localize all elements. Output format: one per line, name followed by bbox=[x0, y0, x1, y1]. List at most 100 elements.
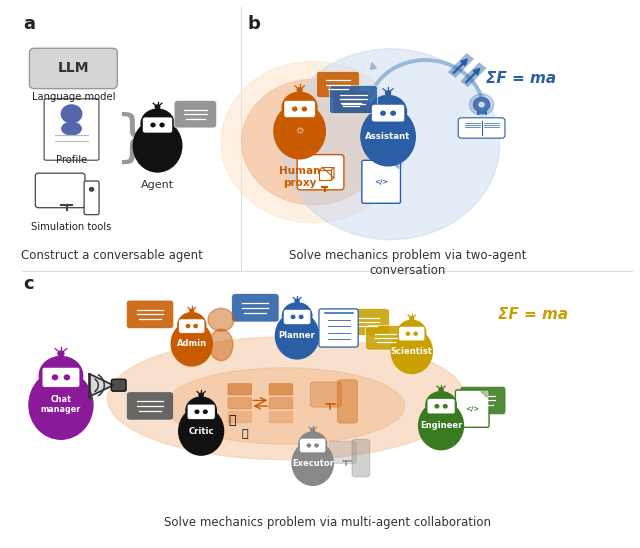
FancyBboxPatch shape bbox=[319, 309, 358, 347]
Circle shape bbox=[479, 102, 484, 107]
Ellipse shape bbox=[133, 120, 182, 172]
Circle shape bbox=[282, 303, 312, 329]
FancyBboxPatch shape bbox=[126, 300, 173, 328]
Circle shape bbox=[64, 375, 70, 380]
Circle shape bbox=[204, 410, 207, 413]
Circle shape bbox=[414, 332, 417, 335]
Text: Language model: Language model bbox=[31, 92, 115, 102]
Text: }: } bbox=[114, 112, 149, 166]
Circle shape bbox=[474, 98, 490, 112]
Ellipse shape bbox=[274, 104, 325, 159]
Ellipse shape bbox=[391, 329, 433, 374]
Text: Solve mechanics problem via two-agent
conversation: Solve mechanics problem via two-agent co… bbox=[289, 249, 527, 277]
FancyBboxPatch shape bbox=[297, 155, 344, 190]
Circle shape bbox=[398, 320, 426, 345]
Text: Assistant: Assistant bbox=[365, 132, 411, 141]
Circle shape bbox=[160, 123, 164, 127]
Circle shape bbox=[141, 109, 174, 138]
Circle shape bbox=[151, 123, 155, 127]
Circle shape bbox=[186, 324, 189, 328]
Text: Executor: Executor bbox=[292, 459, 333, 467]
FancyBboxPatch shape bbox=[228, 412, 252, 423]
Ellipse shape bbox=[275, 312, 319, 359]
Ellipse shape bbox=[361, 107, 415, 166]
Text: Human
proxy: Human proxy bbox=[279, 166, 321, 188]
FancyBboxPatch shape bbox=[284, 101, 315, 117]
FancyBboxPatch shape bbox=[29, 48, 117, 89]
Ellipse shape bbox=[419, 402, 463, 450]
FancyBboxPatch shape bbox=[316, 71, 360, 98]
FancyBboxPatch shape bbox=[143, 117, 172, 133]
FancyBboxPatch shape bbox=[269, 384, 292, 395]
FancyBboxPatch shape bbox=[284, 310, 310, 324]
Text: 👎: 👎 bbox=[241, 429, 248, 439]
Circle shape bbox=[295, 299, 299, 302]
Circle shape bbox=[297, 88, 302, 92]
FancyBboxPatch shape bbox=[269, 397, 292, 409]
Circle shape bbox=[311, 429, 315, 432]
Circle shape bbox=[52, 375, 58, 380]
FancyBboxPatch shape bbox=[300, 438, 326, 453]
FancyBboxPatch shape bbox=[44, 99, 99, 160]
FancyBboxPatch shape bbox=[365, 326, 407, 350]
Circle shape bbox=[381, 111, 385, 115]
Text: Construct a conversable agent: Construct a conversable agent bbox=[21, 249, 203, 262]
Circle shape bbox=[444, 404, 447, 408]
Polygon shape bbox=[391, 162, 399, 169]
Circle shape bbox=[242, 79, 385, 205]
Circle shape bbox=[291, 316, 295, 318]
FancyBboxPatch shape bbox=[346, 309, 389, 335]
Circle shape bbox=[410, 317, 413, 320]
FancyBboxPatch shape bbox=[310, 382, 341, 407]
Text: </>: </> bbox=[374, 179, 388, 185]
Circle shape bbox=[221, 61, 406, 222]
FancyBboxPatch shape bbox=[352, 439, 370, 477]
FancyBboxPatch shape bbox=[427, 399, 455, 414]
FancyBboxPatch shape bbox=[330, 85, 378, 113]
Text: Scientist: Scientist bbox=[391, 347, 433, 356]
FancyBboxPatch shape bbox=[111, 379, 126, 391]
Circle shape bbox=[190, 309, 194, 312]
FancyBboxPatch shape bbox=[337, 380, 357, 423]
FancyBboxPatch shape bbox=[372, 105, 404, 122]
Ellipse shape bbox=[172, 322, 212, 366]
Text: ΣF = ma: ΣF = ma bbox=[499, 307, 568, 322]
FancyBboxPatch shape bbox=[42, 368, 80, 387]
Text: c: c bbox=[23, 275, 33, 293]
Text: Engineer: Engineer bbox=[420, 421, 462, 430]
Text: Chat
manager: Chat manager bbox=[41, 395, 81, 414]
Polygon shape bbox=[481, 392, 487, 397]
Ellipse shape bbox=[292, 441, 333, 486]
Text: </>: </> bbox=[465, 406, 479, 412]
Text: Simulation tools: Simulation tools bbox=[31, 222, 112, 232]
FancyBboxPatch shape bbox=[35, 173, 85, 208]
Ellipse shape bbox=[29, 370, 93, 439]
Polygon shape bbox=[448, 53, 474, 78]
FancyBboxPatch shape bbox=[228, 384, 252, 395]
Ellipse shape bbox=[179, 407, 223, 455]
Circle shape bbox=[90, 187, 93, 191]
Ellipse shape bbox=[209, 329, 233, 361]
Circle shape bbox=[302, 107, 307, 111]
Circle shape bbox=[435, 404, 438, 408]
Text: Solve mechanics problem via multi-agent collaboration: Solve mechanics problem via multi-agent … bbox=[164, 516, 490, 529]
Circle shape bbox=[194, 324, 197, 328]
FancyBboxPatch shape bbox=[362, 161, 401, 203]
Text: Planner: Planner bbox=[279, 331, 316, 340]
Circle shape bbox=[406, 332, 410, 335]
FancyBboxPatch shape bbox=[126, 392, 173, 420]
FancyBboxPatch shape bbox=[228, 397, 252, 409]
Circle shape bbox=[282, 49, 500, 239]
Circle shape bbox=[300, 316, 303, 318]
FancyBboxPatch shape bbox=[179, 319, 205, 333]
Text: b: b bbox=[247, 15, 260, 33]
FancyBboxPatch shape bbox=[333, 91, 370, 114]
Circle shape bbox=[58, 351, 64, 356]
Circle shape bbox=[385, 91, 390, 95]
Text: Profile: Profile bbox=[56, 155, 87, 165]
FancyBboxPatch shape bbox=[460, 386, 506, 415]
Text: ΣF = ma: ΣF = ma bbox=[486, 71, 556, 87]
FancyBboxPatch shape bbox=[329, 441, 356, 464]
Circle shape bbox=[469, 94, 493, 115]
Circle shape bbox=[439, 388, 443, 391]
